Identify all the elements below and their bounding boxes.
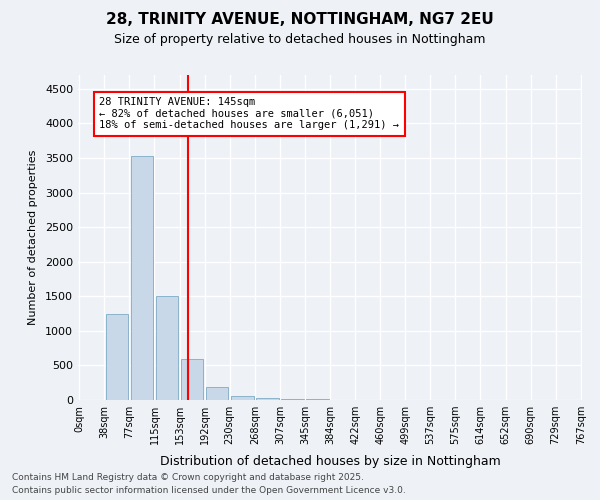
Bar	[256, 398, 278, 400]
Bar	[156, 296, 178, 400]
Text: Contains HM Land Registry data © Crown copyright and database right 2025.: Contains HM Land Registry data © Crown c…	[12, 474, 364, 482]
Text: 28, TRINITY AVENUE, NOTTINGHAM, NG7 2EU: 28, TRINITY AVENUE, NOTTINGHAM, NG7 2EU	[106, 12, 494, 28]
Y-axis label: Number of detached properties: Number of detached properties	[28, 150, 38, 325]
Bar	[206, 387, 229, 400]
Text: 28 TRINITY AVENUE: 145sqm
← 82% of detached houses are smaller (6,051)
18% of se: 28 TRINITY AVENUE: 145sqm ← 82% of detac…	[100, 97, 400, 130]
Text: Size of property relative to detached houses in Nottingham: Size of property relative to detached ho…	[114, 32, 486, 46]
Bar	[231, 396, 254, 400]
Bar	[281, 399, 304, 400]
Bar	[181, 358, 203, 400]
Text: Contains public sector information licensed under the Open Government Licence v3: Contains public sector information licen…	[12, 486, 406, 495]
Bar	[106, 314, 128, 400]
X-axis label: Distribution of detached houses by size in Nottingham: Distribution of detached houses by size …	[160, 456, 500, 468]
Bar	[131, 156, 153, 400]
